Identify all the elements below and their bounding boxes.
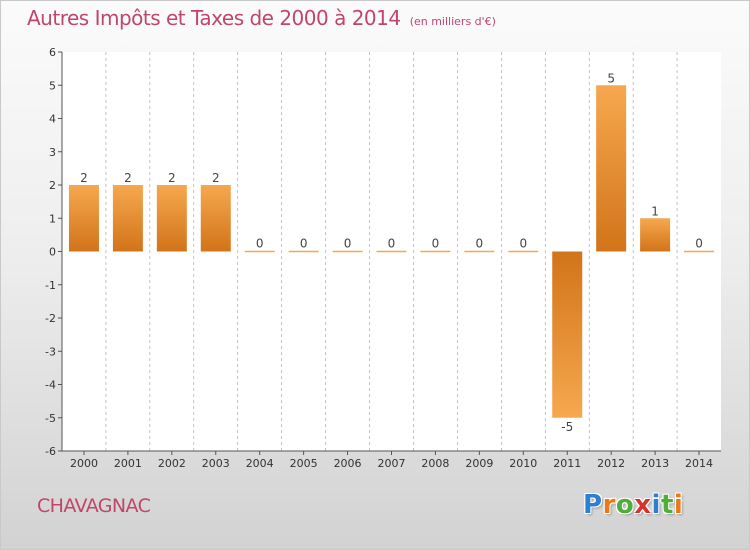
data-label: -5 xyxy=(561,420,573,434)
y-tick-label: -4 xyxy=(45,379,56,392)
bar xyxy=(596,85,627,252)
x-tick-label: 2002 xyxy=(158,457,186,470)
y-tick-label: 2 xyxy=(49,179,56,192)
data-label: 0 xyxy=(388,237,396,251)
x-tick-label: 2008 xyxy=(421,457,449,470)
y-tick-label: 6 xyxy=(49,46,56,59)
x-tick-label: 2006 xyxy=(334,457,362,470)
data-label: 5 xyxy=(607,71,615,85)
gridlines xyxy=(105,52,678,451)
x-tick-label: 2014 xyxy=(685,457,713,470)
y-tick-label: 4 xyxy=(49,113,56,126)
x-tick-label: 2004 xyxy=(246,457,274,470)
logo-letter: t xyxy=(660,490,674,520)
x-tick-label: 2001 xyxy=(114,457,142,470)
bar xyxy=(552,251,583,418)
x-tick-label: 2007 xyxy=(378,457,406,470)
data-label: 0 xyxy=(432,237,440,251)
chart-subtitle: (en milliers d'€) xyxy=(409,15,496,28)
x-tick-label: 2003 xyxy=(202,457,230,470)
y-tick-label: -6 xyxy=(45,445,56,458)
data-label: 0 xyxy=(256,237,264,251)
x-tick-label: 2009 xyxy=(465,457,493,470)
logo-letter: i xyxy=(651,490,661,520)
logo-letter: P xyxy=(583,490,603,520)
bar xyxy=(68,185,99,252)
bar xyxy=(156,185,187,252)
data-label: 2 xyxy=(80,171,88,185)
data-label: 0 xyxy=(300,237,308,251)
x-tick-label: 2013 xyxy=(641,457,669,470)
y-tick-label: -2 xyxy=(45,312,56,325)
y-tick-label: 0 xyxy=(49,246,56,259)
data-label: 2 xyxy=(168,171,176,185)
logo-letter: r xyxy=(602,490,616,520)
y-tick-label: -5 xyxy=(45,412,56,425)
logo-letter: o xyxy=(615,490,635,520)
x-tick-label: 2011 xyxy=(553,457,581,470)
data-label: 0 xyxy=(695,237,703,251)
x-tick-label: 2012 xyxy=(597,457,625,470)
data-labels: 2 2 2 2 0 0 0 0 0 0 0 -5 5 1 0 xyxy=(80,71,703,434)
x-tick-label: 2010 xyxy=(509,457,537,470)
y-tick-label: 1 xyxy=(49,212,56,225)
bar xyxy=(640,218,671,252)
y-tick-label: 3 xyxy=(49,146,56,159)
data-label: 0 xyxy=(476,237,484,251)
x-tick-label: 2005 xyxy=(290,457,318,470)
data-label: 1 xyxy=(651,204,659,218)
data-label: 2 xyxy=(212,171,220,185)
logo-letter: x xyxy=(634,490,652,520)
chart-title: Autres Impôts et Taxes de 2000 à 2014 xyxy=(27,6,401,30)
y-tick-label: -3 xyxy=(45,345,56,358)
data-label: 2 xyxy=(124,171,132,185)
data-label: 0 xyxy=(519,237,527,251)
commune-name: CHAVAGNAC xyxy=(37,495,151,517)
bar xyxy=(200,185,231,252)
x-tick-label: 2000 xyxy=(70,457,98,470)
logo-letter: i xyxy=(673,490,684,520)
bar xyxy=(112,185,143,252)
data-label: 0 xyxy=(344,237,352,251)
chart-title-block: Autres Impôts et Taxes de 2000 à 2014 (e… xyxy=(27,6,496,30)
bars xyxy=(68,85,715,418)
y-tick-label: -1 xyxy=(45,279,56,292)
y-tick-label: 5 xyxy=(49,79,56,92)
proxiti-logo[interactable]: Proxiti xyxy=(583,490,683,520)
